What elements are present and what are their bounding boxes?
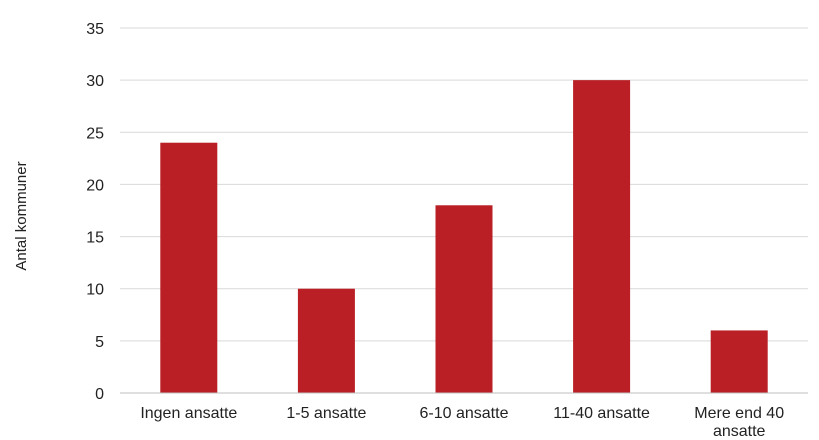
y-tick-label: 0 (95, 386, 104, 403)
x-tick-label: 1-5 ansatte (286, 405, 366, 422)
y-tick-label: 15 (86, 230, 104, 247)
y-tick-label: 30 (86, 73, 104, 90)
bar-3 (573, 80, 631, 394)
x-tick-label: 11-40 ansatte (553, 405, 650, 422)
y-tick-label: 20 (86, 177, 104, 194)
y-tick-labels: 0 5 10 15 20 25 30 35 (86, 21, 104, 403)
x-tick-label: Mere end 40 (694, 405, 784, 422)
bar-1 (297, 288, 355, 393)
y-tick-label: 25 (86, 125, 104, 142)
x-tick-label: Ingen ansatte (140, 405, 237, 422)
y-tick-label: 35 (86, 21, 104, 38)
bar-4 (710, 330, 768, 393)
x-tick-label: ansatte (713, 423, 766, 440)
bars (160, 80, 768, 394)
y-axis-title: Antal kommuner (13, 161, 30, 270)
bar-0 (160, 142, 218, 393)
bar-2 (435, 205, 493, 393)
y-tick-label: 10 (86, 282, 104, 299)
x-tick-labels: Ingen ansatte 1-5 ansatte 6-10 ansatte 11-4… (140, 405, 784, 440)
x-tick-label: 6-10 ansatte (420, 405, 509, 422)
y-tick-label: 5 (95, 334, 104, 351)
